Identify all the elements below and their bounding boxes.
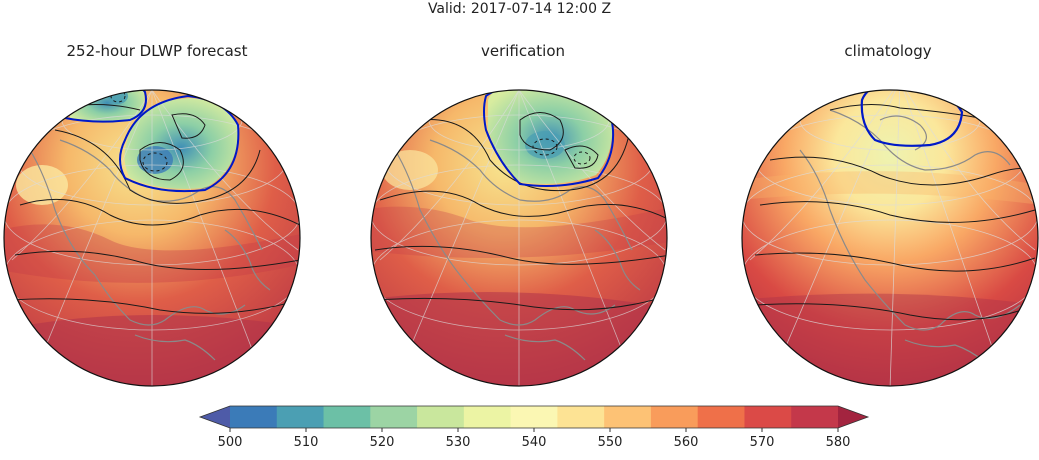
colorbar-tick-label: 580	[826, 435, 851, 450]
colorbar: 500 510 520 530 540 550 560 570 580	[198, 405, 870, 450]
colorbar-segment	[791, 406, 839, 428]
colorbar-segment	[697, 406, 745, 428]
globe-verification	[370, 89, 668, 387]
colorbar-segment	[230, 406, 278, 428]
colorbar-tick-label: 540	[522, 435, 547, 450]
colorbar-tick-label: 530	[446, 435, 471, 450]
panel-title-verification: verification	[480, 42, 566, 60]
colorbar-segment	[276, 406, 325, 428]
colorbar-segment	[323, 406, 371, 428]
colorbar-tick-label: 500	[218, 435, 243, 450]
globe-climatology	[741, 89, 1039, 387]
colorbar-extend-high	[838, 406, 868, 428]
colorbar-segment	[650, 406, 699, 428]
colorbar-segment	[557, 406, 605, 428]
colorbar-segment	[744, 406, 792, 428]
colorbar-tick-label: 570	[750, 435, 775, 450]
colorbar-segment	[417, 406, 465, 428]
colorbar-segment	[463, 406, 512, 428]
colorbar-tick-label: 520	[370, 435, 395, 450]
colorbar-segment	[370, 406, 418, 428]
panel-title-climatology: climatology	[844, 42, 932, 60]
colorbar-segment	[510, 406, 558, 428]
colorbar-extend-low	[200, 406, 230, 428]
colorbar-tick-label: 560	[674, 435, 699, 450]
colorbar-segment	[604, 406, 652, 428]
globe-forecast	[3, 89, 301, 387]
colorbar-tick-label: 550	[598, 435, 623, 450]
figure-title: Valid: 2017-07-14 12:00 Z	[427, 1, 612, 17]
colorbar-tick-label: 510	[294, 435, 319, 450]
panel-title-forecast: 252-hour DLWP forecast	[66, 42, 248, 60]
